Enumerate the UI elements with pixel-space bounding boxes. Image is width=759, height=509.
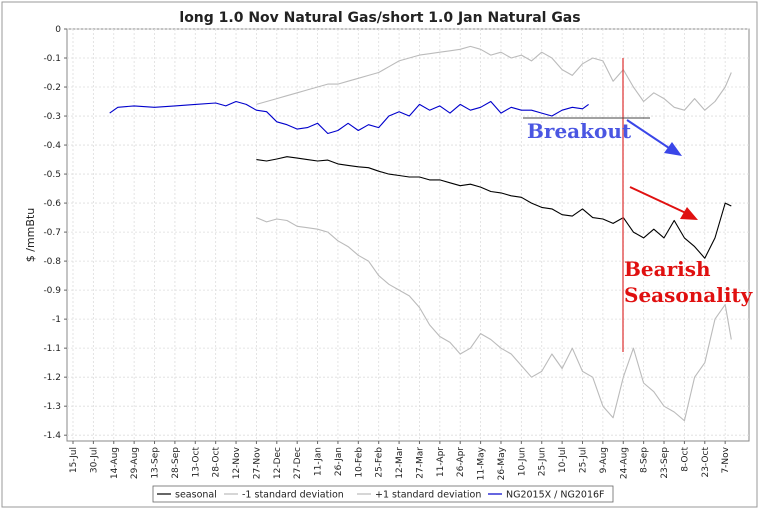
chart-title: long 1.0 Nov Natural Gas/short 1.0 Jan N… <box>179 10 580 26</box>
x-tick-label: 13-Oct <box>191 447 201 478</box>
x-tick-label: 8-Sep <box>640 447 650 473</box>
x-tick-label: 28-Oct <box>212 447 222 478</box>
bearish-arrow-shaft <box>629 186 689 215</box>
x-tick-label: 27-Mar <box>415 447 425 479</box>
x-tick-label: 10-Jul <box>558 447 568 473</box>
x-tick-label: 7-Nov <box>721 446 731 473</box>
x-tick-label: 11-May <box>477 446 487 480</box>
y-tick-label: -0.9 <box>43 286 61 296</box>
y-tick-label: -1.2 <box>43 373 61 383</box>
x-tick-label: 23-Sep <box>660 447 670 479</box>
x-tick-label: 27-Dec <box>293 447 303 479</box>
plot-area <box>66 28 750 442</box>
y-tick-label: -0.5 <box>43 170 61 180</box>
x-tick-label: 15-Jul <box>69 447 79 473</box>
x-tick-label: 29-Aug <box>130 447 140 479</box>
x-tick-label: 14-Aug <box>110 447 120 479</box>
x-tick-label: 13-Sep <box>151 447 161 479</box>
x-tick-label: 26-Apr <box>456 447 466 477</box>
bearish-annotation-line2: Seasonality <box>624 283 754 307</box>
y-axis: 0 -0.1 -0.2 -0.3 -0.4 -0.5 -0.6 -0.7 -0.8 -0.9 -1 -… <box>43 25 67 441</box>
legend-box <box>152 485 614 503</box>
x-tick-label: 26-Jan <box>334 447 344 476</box>
x-tick-label: 23-Oct <box>701 447 711 478</box>
x-tick-label: 12-Mar <box>395 447 405 479</box>
x-tick-label: 27-Nov <box>252 446 262 479</box>
x-tick-label: 12-Nov <box>232 446 242 479</box>
x-tick-label: 30-Jul <box>89 447 99 473</box>
x-tick-label: 10-Jun <box>517 447 527 476</box>
x-tick-label: 28-Sep <box>171 447 181 479</box>
series-lines <box>109 45 732 422</box>
x-tick-label: 25-Jul <box>579 447 589 473</box>
y-axis-label: $ /mmBtu <box>24 208 37 262</box>
y-tick-label: -0.3 <box>43 112 61 122</box>
y-tick-label: -0.2 <box>43 83 61 93</box>
x-tick-label: 8-Oct <box>680 447 690 472</box>
y-tick-label: -1.1 <box>43 344 61 354</box>
x-tick-label: 26-May <box>497 446 507 480</box>
annotations: Breakout Bearish Seasonality <box>523 58 754 352</box>
x-tick-label: 25-Jun <box>538 447 548 476</box>
x-tick-label: 11-Jan <box>314 447 324 476</box>
series-line-2 <box>256 217 732 422</box>
y-tick-label: -0.8 <box>43 257 61 267</box>
y-tick-label: -0.7 <box>43 228 61 238</box>
y-tick-label: 0 <box>55 25 61 35</box>
series-line-3 <box>256 45 732 111</box>
series-line-4 <box>109 100 589 135</box>
breakout-annotation: Breakout <box>527 119 632 143</box>
legend-entry: +1 standard deviation <box>375 490 481 501</box>
legend-entry: -1 standard deviation <box>242 490 344 501</box>
legend-entry: NG2015X / NG2016F <box>506 490 605 501</box>
breakout-arrow-shaft <box>626 119 673 151</box>
y-tick-label: -1 <box>52 315 61 325</box>
x-tick-label: 25-Feb <box>375 447 385 478</box>
bearish-annotation-line1: Bearish <box>624 257 711 281</box>
x-tick-label: 11-Apr <box>436 447 446 477</box>
breakout-arrow-head <box>664 142 682 156</box>
legend: seasonal -1 standard deviation +1 standard… <box>152 485 614 503</box>
grid-lines <box>67 28 749 441</box>
y-tick-label: -0.1 <box>43 54 61 64</box>
x-tick-label: 9-Aug <box>599 447 609 473</box>
bearish-arrow-head <box>680 207 698 220</box>
y-tick-label: -0.6 <box>43 199 61 209</box>
x-tick-label: 10-Feb <box>354 447 364 478</box>
y-tick-label: -1.3 <box>43 402 61 412</box>
legend-entry: seasonal <box>175 490 217 501</box>
series-line-1 <box>256 156 732 259</box>
x-tick-label: 12-Dec <box>273 447 283 479</box>
y-tick-label: -1.4 <box>43 431 61 441</box>
x-axis: 15-Jul 30-Jul 14-Aug 29-Aug 13-Sep 28-Sep 13-O… <box>69 441 731 480</box>
y-tick-label: -0.4 <box>43 141 61 151</box>
x-tick-label: 24-Aug <box>619 447 629 479</box>
